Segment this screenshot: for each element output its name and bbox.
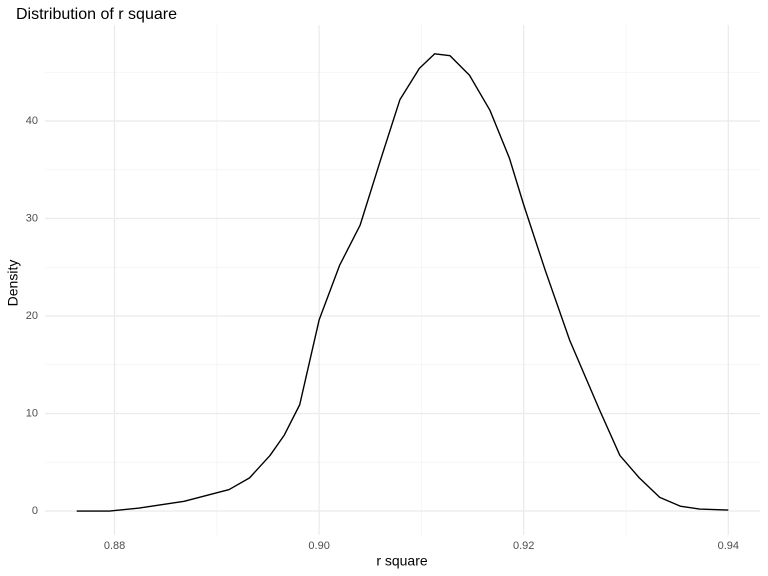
y-tick-label: 30 <box>26 212 38 224</box>
y-tick-label: 40 <box>26 115 38 127</box>
chart-title: Distribution of r square <box>16 6 177 23</box>
x-tick-label: 0.92 <box>513 540 534 552</box>
density-line <box>76 53 729 512</box>
x-tick-label: 0.88 <box>104 540 125 552</box>
x-tick-label: 0.90 <box>308 540 329 552</box>
y-axis-label: Density <box>5 260 21 307</box>
x-tick-label: 0.94 <box>718 540 739 552</box>
y-tick-label: 20 <box>26 310 38 322</box>
y-tick-label: 10 <box>26 407 38 419</box>
x-axis-label: r square <box>376 553 428 569</box>
y-tick-label: 0 <box>32 505 38 517</box>
